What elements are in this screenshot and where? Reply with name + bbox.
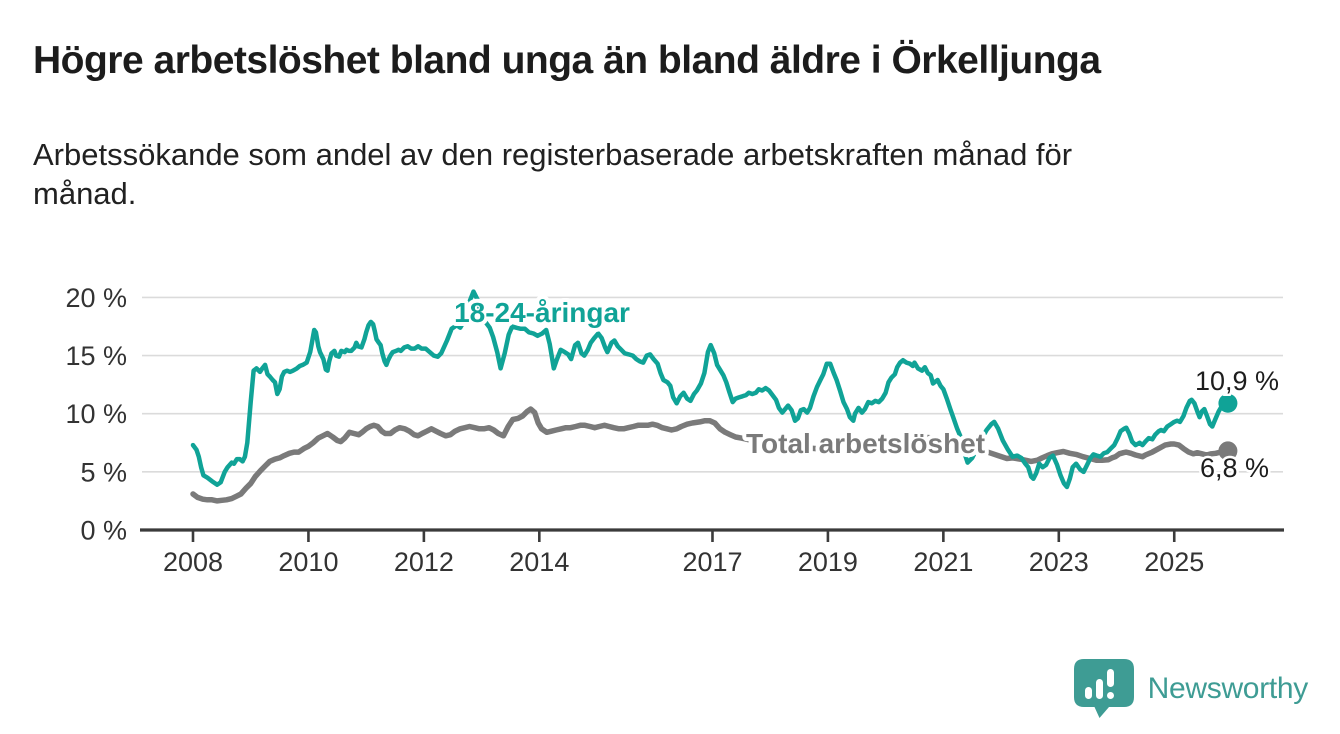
- x-tick-label: 2014: [509, 547, 569, 577]
- subtitle-line-2: månad.: [33, 176, 137, 211]
- brand-wordmark: Newsworthy: [1147, 671, 1309, 705]
- series-line-18-24-ringar: [190, 289, 1231, 490]
- x-tick-label: 2021: [913, 547, 973, 577]
- x-tick-label: 2010: [278, 547, 338, 577]
- x-tick-label: 2017: [682, 547, 742, 577]
- y-tick-label: 5 %: [80, 457, 127, 487]
- y-tick-label: 0 %: [80, 516, 127, 546]
- series-end-dot: [1218, 441, 1238, 461]
- x-tick-label: 2025: [1144, 547, 1204, 577]
- speech-bubble-bar-chart-icon: [1073, 659, 1134, 718]
- y-tick-label: 15 %: [65, 341, 127, 371]
- x-tick-label: 2012: [394, 547, 454, 577]
- chart-subtitle: Arbetssökande som andel av den registerb…: [33, 135, 1313, 213]
- series-label: 18-24-åringar: [454, 297, 630, 328]
- series-line-total-arbetsl-shet: [190, 406, 1231, 504]
- newsworthy-logo: Newsworthy: [1072, 658, 1308, 719]
- page-title: Högre arbetslöshet bland unga än bland ä…: [33, 39, 1101, 82]
- end-value-label: 6,8 %: [1200, 453, 1269, 483]
- x-tick-label: 2023: [1029, 547, 1089, 577]
- x-tick-label: 2008: [163, 547, 223, 577]
- subtitle-line-1: Arbetssökande som andel av den registerb…: [33, 137, 1073, 172]
- y-tick-label: 10 %: [65, 399, 127, 429]
- series-end-dot: [1218, 393, 1238, 413]
- y-tick-label: 20 %: [65, 283, 127, 313]
- end-value-label: 10,9 %: [1195, 366, 1279, 396]
- series-label: Total arbetslöshet: [746, 428, 985, 459]
- x-tick-label: 2019: [798, 547, 858, 577]
